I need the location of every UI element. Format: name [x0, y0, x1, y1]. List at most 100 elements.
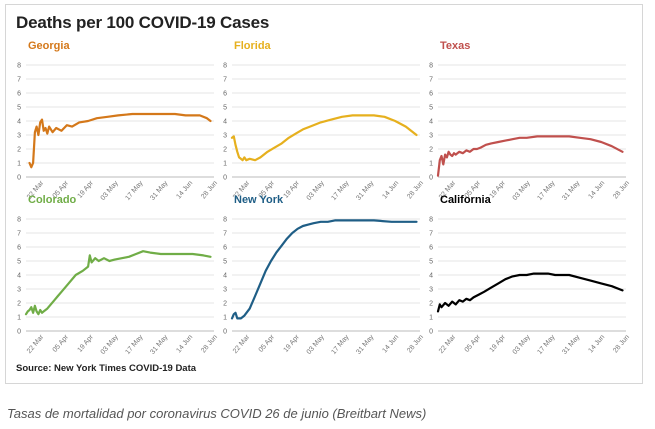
- x-tick-label-new-york-14-jun: 14 Jun: [381, 334, 400, 355]
- y-tick-label-new-york-6: 6: [223, 245, 227, 252]
- x-tick-label-texas-31-may: 31 May: [561, 179, 581, 201]
- x-tick-label-colorado-31-may: 31 May: [149, 333, 169, 355]
- series-line-texas: [436, 135, 624, 177]
- y-tick-label-florida-1: 1: [223, 161, 227, 168]
- x-tick-label-california-31-may: 31 May: [561, 333, 581, 355]
- y-tick-label-texas-3: 3: [429, 133, 433, 140]
- y-tick-label-texas-1: 1: [429, 161, 433, 168]
- series-line-california: [436, 272, 624, 313]
- y-tick-label-colorado-3: 3: [17, 287, 21, 294]
- y-tick-label-new-york-8: 8: [223, 217, 227, 224]
- panel-title-new-york: New York: [234, 194, 284, 206]
- y-tick-label-new-york-2: 2: [223, 301, 227, 308]
- y-tick-label-florida-4: 4: [223, 119, 227, 126]
- y-tick-label-colorado-2: 2: [17, 301, 21, 308]
- chart-title: Deaths per 100 COVID-19 Cases: [16, 13, 270, 32]
- chart-figure: Deaths per 100 COVID-19 Cases Georgia 0 1 2…: [5, 4, 643, 384]
- x-tick-label-texas-19-apr: 19 Apr: [489, 179, 508, 200]
- x-tick-label-colorado-22-mar: 22 Mar: [26, 333, 46, 355]
- y-tick-label-texas-2: 2: [429, 147, 433, 154]
- y-tick-label-georgia-2: 2: [17, 147, 21, 154]
- x-tick-label-california-14-jun: 14 Jun: [587, 334, 606, 355]
- y-tick-label-california-4: 4: [429, 273, 433, 280]
- x-tick-label-georgia-31-may: 31 May: [149, 179, 169, 201]
- y-tick-label-texas-4: 4: [429, 119, 433, 126]
- series-line-florida: [230, 114, 418, 162]
- x-tick-label-texas-28-jun: 28 Jun: [612, 180, 631, 201]
- y-tick-label-colorado-8: 8: [17, 217, 21, 224]
- x-tick-label-new-york-19-apr: 19 Apr: [283, 333, 302, 354]
- image-caption: Tasas de mortalidad por coronavirus COVI…: [7, 406, 427, 421]
- y-tick-label-texas-7: 7: [429, 77, 433, 84]
- x-tick-label-california-03-may: 03 May: [512, 333, 532, 355]
- x-tick-label-georgia-17-may: 17 May: [124, 179, 144, 201]
- y-tick-label-georgia-3: 3: [17, 133, 21, 140]
- y-tick-label-colorado-6: 6: [17, 245, 21, 252]
- x-tick-label-colorado-19-apr: 19 Apr: [77, 333, 96, 354]
- x-tick-label-california-05-apr: 05 Apr: [464, 333, 483, 354]
- x-tick-label-new-york-17-may: 17 May: [330, 333, 350, 355]
- y-tick-label-colorado-5: 5: [17, 259, 21, 266]
- panel-title-colorado: Colorado: [28, 194, 77, 206]
- x-tick-label-texas-14-jun: 14 Jun: [587, 180, 606, 201]
- y-tick-label-florida-2: 2: [223, 147, 227, 154]
- y-tick-label-new-york-5: 5: [223, 259, 227, 266]
- y-tick-label-new-york-1: 1: [223, 315, 227, 322]
- y-tick-label-florida-0: 0: [223, 175, 227, 182]
- series-line-colorado: [24, 250, 212, 316]
- x-tick-label-georgia-14-jun: 14 Jun: [175, 180, 194, 201]
- y-tick-label-georgia-4: 4: [17, 119, 21, 126]
- x-tick-label-georgia-19-apr: 19 Apr: [77, 179, 96, 200]
- x-tick-label-florida-03-may: 03 May: [306, 179, 326, 201]
- y-tick-label-georgia-7: 7: [17, 77, 21, 84]
- y-tick-label-florida-6: 6: [223, 91, 227, 98]
- y-tick-label-georgia-0: 0: [17, 175, 21, 182]
- panel-title-florida: Florida: [234, 40, 272, 52]
- y-tick-label-california-5: 5: [429, 259, 433, 266]
- x-tick-label-new-york-28-jun: 28 Jun: [406, 334, 425, 355]
- panel-title-georgia: Georgia: [28, 40, 70, 52]
- y-tick-label-florida-3: 3: [223, 133, 227, 140]
- x-tick-label-california-17-may: 17 May: [536, 333, 556, 355]
- y-tick-label-california-7: 7: [429, 231, 433, 238]
- y-tick-label-california-8: 8: [429, 217, 433, 224]
- source-note: Source: New York Times COVID-19 Data: [16, 363, 197, 374]
- x-tick-label-texas-03-may: 03 May: [512, 179, 532, 201]
- y-tick-label-colorado-4: 4: [17, 273, 21, 280]
- series-line-georgia: [28, 112, 212, 169]
- panel-colorado: Colorado 0 1 2 3 4 5 6 7 8 22 Mar 05 Apr 19 Apr 03 Ma…: [17, 194, 219, 356]
- y-tick-label-texas-0: 0: [429, 175, 433, 182]
- y-tick-label-colorado-0: 0: [17, 329, 21, 336]
- y-tick-label-texas-6: 6: [429, 91, 433, 98]
- y-tick-label-texas-8: 8: [429, 63, 433, 70]
- y-tick-label-colorado-7: 7: [17, 231, 21, 238]
- y-tick-label-georgia-5: 5: [17, 105, 21, 112]
- y-tick-label-georgia-6: 6: [17, 91, 21, 98]
- x-tick-label-florida-28-jun: 28 Jun: [406, 180, 425, 201]
- x-tick-label-florida-17-may: 17 May: [330, 179, 350, 201]
- y-tick-label-colorado-1: 1: [17, 315, 21, 322]
- y-tick-label-new-york-0: 0: [223, 329, 227, 336]
- x-tick-label-california-19-apr: 19 Apr: [489, 333, 508, 354]
- y-tick-label-georgia-8: 8: [17, 63, 21, 70]
- x-tick-label-colorado-05-apr: 05 Apr: [52, 333, 71, 354]
- y-tick-label-california-3: 3: [429, 287, 433, 294]
- x-tick-label-florida-19-apr: 19 Apr: [283, 179, 302, 200]
- series-line-new-york: [230, 219, 418, 320]
- y-tick-label-new-york-4: 4: [223, 273, 227, 280]
- x-tick-label-new-york-05-apr: 05 Apr: [258, 333, 277, 354]
- y-tick-label-california-0: 0: [429, 329, 433, 336]
- x-tick-label-new-york-31-may: 31 May: [355, 333, 375, 355]
- x-tick-label-georgia-03-may: 03 May: [100, 179, 120, 201]
- y-tick-label-new-york-3: 3: [223, 287, 227, 294]
- y-tick-label-texas-5: 5: [429, 105, 433, 112]
- panel-title-texas: Texas: [440, 40, 470, 52]
- y-tick-label-georgia-1: 1: [17, 161, 21, 168]
- x-tick-label-colorado-14-jun: 14 Jun: [175, 334, 194, 355]
- y-tick-label-florida-7: 7: [223, 77, 227, 84]
- x-tick-label-georgia-28-jun: 28 Jun: [200, 180, 219, 201]
- x-tick-label-texas-17-may: 17 May: [536, 179, 556, 201]
